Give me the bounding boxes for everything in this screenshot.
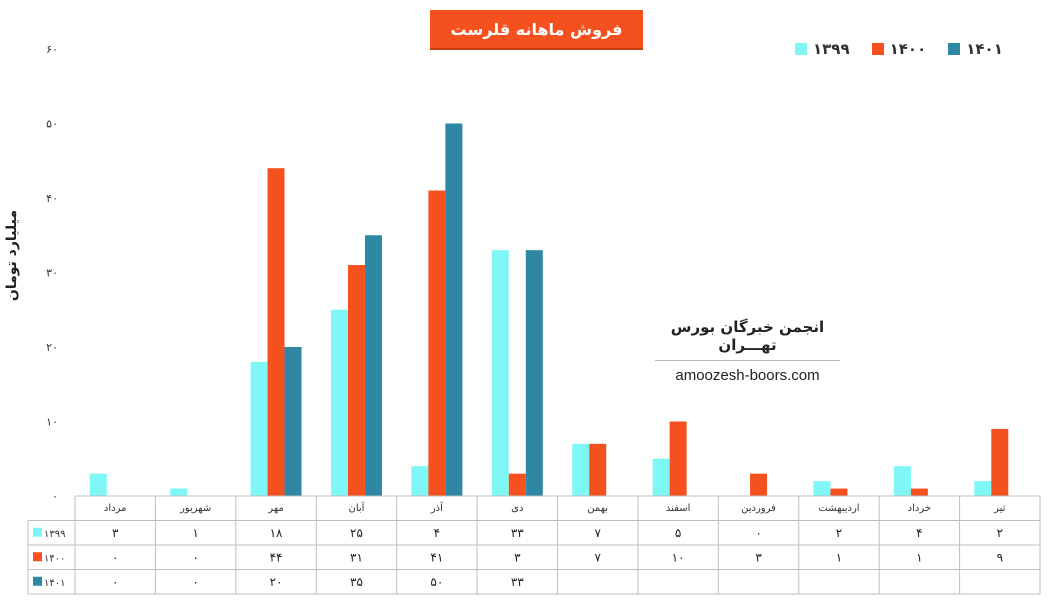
data-label: ۰: [755, 526, 761, 540]
legend-swatch-1401: [948, 43, 961, 55]
legend-item-1399: ۱۳۹۹: [795, 40, 850, 58]
x-tick-label: بهمن: [587, 503, 608, 514]
bar: [572, 443, 590, 496]
data-label: ۴: [434, 526, 440, 540]
data-label: ۰: [112, 575, 118, 589]
bar: [525, 250, 543, 496]
bar: [813, 481, 831, 496]
bar: [89, 473, 107, 496]
legend-label-1399: ۱۳۹۹: [813, 40, 850, 58]
data-label: ۱۸: [270, 526, 283, 540]
x-tick-label: دی: [511, 503, 523, 514]
y-tick-label: ۱۰: [46, 416, 58, 429]
bar: [170, 488, 188, 496]
data-label: ۳۱: [350, 550, 363, 564]
y-tick-label: ۳۰: [46, 267, 58, 280]
bar: [364, 235, 382, 496]
legend-swatch-1400: [871, 43, 884, 55]
x-tick-label: مهر: [267, 503, 283, 514]
data-label: ۳۵: [350, 575, 363, 589]
bar: [445, 123, 463, 496]
bar: [267, 168, 285, 496]
bar: [830, 488, 848, 496]
table-swatch: [33, 552, 42, 562]
bar: [491, 250, 509, 496]
chart-title: فروش ماهانه قلرست: [430, 10, 643, 50]
bar: [750, 473, 768, 496]
data-label: ۹: [997, 550, 1003, 564]
data-label: ۰: [192, 575, 198, 589]
legend-item-1400: ۱۴۰۰: [871, 40, 927, 58]
data-label: ۴۱: [430, 550, 443, 564]
watermark-title: انجمن خبرگان بورس تهـــران: [655, 318, 840, 361]
bar: [991, 428, 1009, 496]
data-label: ۲۵: [350, 526, 363, 540]
table-swatch: [33, 576, 42, 586]
bar: [250, 361, 268, 496]
bar: [347, 265, 365, 496]
table-swatch: [33, 527, 42, 537]
x-tick-label: شهریور: [179, 503, 211, 514]
legend-label-1401: ۱۴۰۱: [966, 40, 1003, 58]
data-label: ۳۳: [511, 526, 524, 540]
x-tick-label: خرداد: [908, 503, 931, 514]
legend-swatch-1399: [795, 43, 807, 55]
data-label: ۳: [755, 550, 762, 564]
x-tick-label: فروردین: [741, 503, 776, 514]
data-label: ۷: [594, 526, 601, 540]
x-tick-label: اردیبهشت: [818, 503, 859, 514]
bar: [974, 481, 992, 496]
bar: [411, 466, 429, 496]
bar: [910, 488, 928, 496]
x-tick-label: آذر: [430, 501, 444, 514]
data-label: ۲: [836, 526, 842, 540]
y-tick-label: ۶۰: [46, 43, 58, 56]
table-series-label: ۱۴۰۰: [44, 553, 65, 564]
bar: [669, 421, 687, 496]
bar: [589, 443, 607, 496]
table-series-label: ۱۴۰۱: [44, 578, 65, 589]
data-label: ۱: [916, 550, 922, 564]
table-series-label: ۱۳۹۹: [44, 529, 65, 540]
bar: [428, 190, 446, 497]
y-tick-label: ۲۰: [46, 341, 58, 354]
data-label: ۴: [916, 526, 922, 540]
data-label: ۳: [112, 526, 119, 540]
x-tick-label: تیر: [993, 503, 1006, 514]
data-label: ۲۰: [270, 575, 283, 589]
y-tick-label: ۰: [52, 490, 58, 503]
data-label: ۰: [192, 550, 198, 564]
data-label: ۷: [594, 550, 601, 564]
data-label: ۱: [836, 550, 842, 564]
bar: [284, 347, 302, 496]
bar: [508, 473, 526, 496]
watermark-url: amoozesh-boors.com: [675, 367, 820, 384]
x-tick-label: آبان: [348, 501, 365, 514]
watermark: انجمن خبرگان بورس تهـــران amoozesh-boor…: [655, 318, 840, 384]
legend: ۱۳۹۹ ۱۴۰۰ ۱۴۰۱: [795, 40, 1003, 58]
data-label: ۵: [675, 526, 681, 540]
x-tick-label: مرداد: [104, 503, 127, 514]
bar: [652, 458, 670, 496]
y-tick-label: ۴۰: [46, 192, 58, 205]
legend-label-1400: ۱۴۰۰: [889, 40, 927, 58]
data-label: ۰: [112, 550, 118, 564]
data-label: ۴۴: [270, 550, 283, 564]
x-tick-label: اسفند: [666, 503, 690, 514]
data-label: ۵۰: [430, 575, 443, 589]
data-label: ۲: [997, 526, 1003, 540]
y-tick-label: ۵۰: [46, 118, 58, 131]
data-label: ۱۰: [672, 550, 685, 564]
bar: [893, 466, 911, 496]
data-label: ۳: [514, 550, 521, 564]
legend-item-1401: ۱۴۰۱: [948, 40, 1003, 58]
data-label: ۱: [192, 526, 198, 540]
bar: [330, 309, 348, 496]
data-label: ۳۳: [511, 575, 524, 589]
